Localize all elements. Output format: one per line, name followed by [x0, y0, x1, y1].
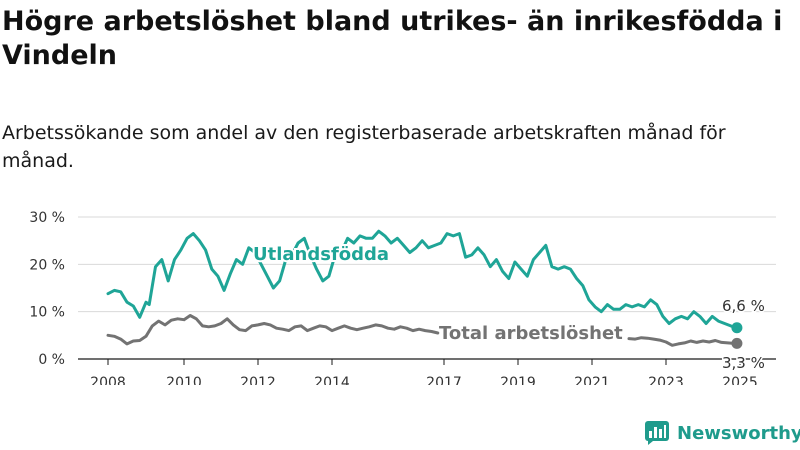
y-tick-label: 30 %	[29, 210, 65, 226]
series-line-total	[106, 314, 739, 347]
newsworthy-logo: Newsworthy	[645, 420, 800, 446]
x-tick-label: 2023	[648, 375, 684, 385]
chart-title: Högre arbetslöshet bland utrikes- än inr…	[2, 6, 783, 71]
series-label-foreign: Utlandsfödda	[253, 244, 389, 265]
y-tick-label: 20 %	[29, 257, 65, 273]
end-value-label-foreign: 6,6 %	[722, 297, 765, 315]
y-axis-ticks: 0 % 10 % 20 % 30 %	[29, 210, 65, 368]
y-tick-label: 10 %	[29, 305, 65, 321]
y-tick-label: 0 %	[38, 352, 65, 368]
series-label-total: Total arbetslöshet	[439, 323, 623, 344]
chart-subtitle: Arbetssökande som andel av den registerb…	[2, 122, 726, 172]
series-end-point-total	[731, 337, 743, 349]
x-tick-label: 2019	[500, 375, 536, 385]
x-tick-label: 2014	[314, 375, 350, 385]
series-labels: Utlandsfödda Total arbetslöshet 6,6 % 3,3 %	[251, 242, 766, 374]
x-tick-label: 2025	[722, 375, 758, 385]
x-axis-ticks: 2008 2010 2012 2014 2017 2019 2021 2023 2025	[90, 359, 758, 385]
line-chart: 0 % 10 % 20 % 30 % 2008 2010 2012 2014 2017 2019…	[29, 210, 776, 385]
x-tick-label: 2010	[166, 375, 202, 385]
series-line-foreign	[106, 229, 739, 330]
end-value-label-total: 3,3 %	[722, 354, 765, 372]
logo-text: Newsworthy	[677, 422, 800, 444]
x-tick-label: 2021	[574, 375, 610, 385]
series-end-point-foreign	[731, 322, 743, 334]
newsworthy-chart-icon	[645, 421, 669, 445]
x-tick-label: 2012	[240, 375, 276, 385]
gridlines	[78, 216, 776, 360]
series-lines	[106, 229, 743, 349]
x-tick-label: 2017	[426, 375, 462, 385]
x-tick-label: 2008	[90, 375, 126, 385]
